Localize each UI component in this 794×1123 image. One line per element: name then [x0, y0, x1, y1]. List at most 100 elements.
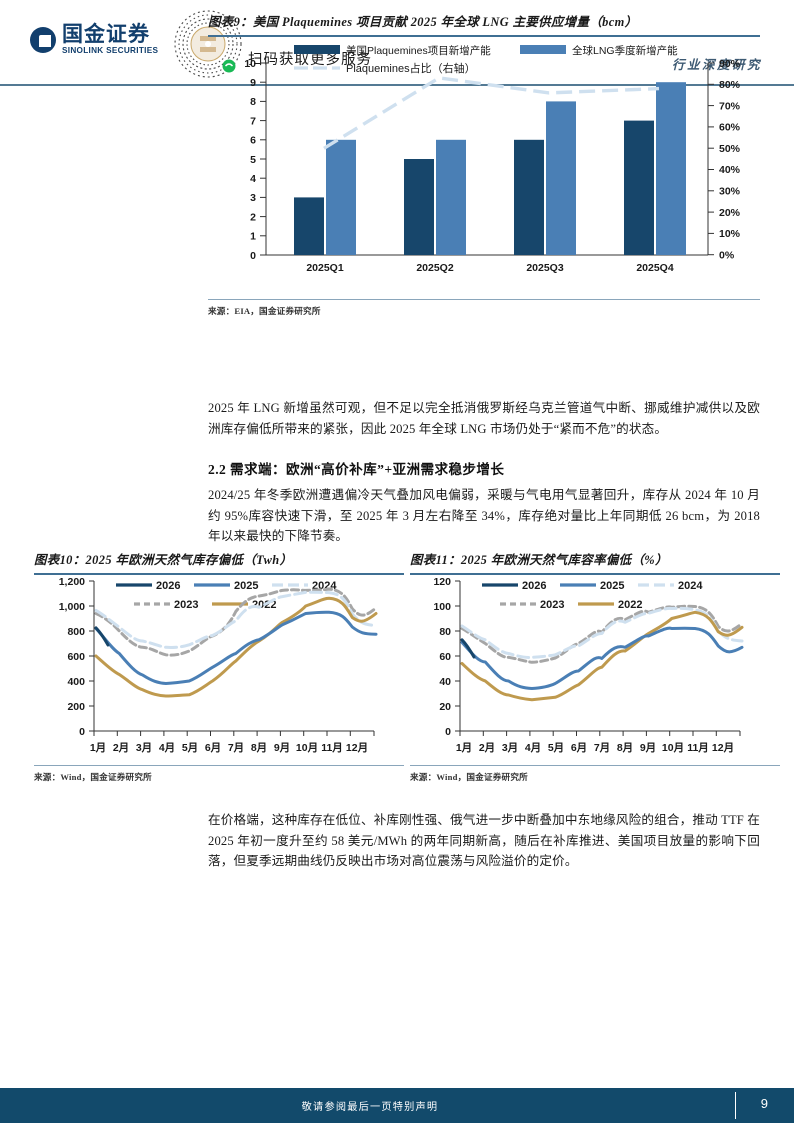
series-2025: [94, 610, 378, 685]
svg-text:12月: 12月: [712, 742, 734, 754]
qr-code-icon: [172, 8, 244, 80]
svg-text:3: 3: [250, 192, 256, 204]
page-number: 9: [760, 1096, 768, 1111]
figure-10-title-rule: [34, 573, 404, 575]
figure-11-block: 图表11：2025 年欧洲天然气库容率偏低（%） 2026 2025 2024 …: [410, 550, 780, 783]
svg-text:5月: 5月: [182, 742, 198, 754]
svg-text:1,000: 1,000: [59, 601, 85, 613]
figure-9-source-rule: [208, 298, 760, 300]
svg-text:2025: 2025: [600, 580, 624, 592]
svg-text:9月: 9月: [640, 742, 656, 754]
figure-10-source: 来源：Wind，国金证券研究所: [34, 771, 152, 782]
svg-text:8: 8: [250, 96, 256, 108]
sinolink-logo-icon: [30, 27, 56, 53]
series-2022: [94, 596, 378, 698]
figure-9-block: 图表9：美国 Plaquemines 项目贡献 2025 年全球 LNG 主要供…: [208, 12, 760, 317]
figure-9-chart: 美国Plaquemines项目新增产能 全球LNG季度新增产能 Plaquemi…: [208, 37, 760, 299]
series-2026: [94, 625, 110, 647]
svg-text:8月: 8月: [251, 742, 267, 754]
svg-text:20: 20: [439, 701, 451, 713]
svg-text:3月: 3月: [502, 742, 518, 754]
svg-text:0: 0: [250, 249, 256, 261]
svg-text:Plaquemines占比（右轴）: Plaquemines占比（右轴）: [346, 61, 476, 75]
svg-text:1月: 1月: [456, 742, 472, 754]
svg-text:2022: 2022: [618, 599, 642, 611]
section-heading-2-2: 2.2 需求端：欧洲“高价补库”+亚洲需求稳步增长: [208, 462, 505, 477]
svg-text:2025: 2025: [234, 580, 258, 592]
series-2023: [94, 587, 378, 657]
header-section-label: 行业深度研究: [671, 58, 762, 72]
company-logo: 国金证券 SINOLINK SECURITIES: [30, 24, 158, 56]
svg-text:4月: 4月: [525, 742, 541, 754]
svg-text:3月: 3月: [136, 742, 152, 754]
svg-text:9月: 9月: [274, 742, 290, 754]
svg-text:10%: 10%: [719, 228, 741, 240]
header-divider: [0, 84, 794, 87]
figure-9-source: 来源：EIA，国金证券研究所: [208, 305, 321, 316]
svg-text:70%: 70%: [719, 100, 741, 112]
svg-text:2026: 2026: [156, 580, 180, 592]
svg-text:30%: 30%: [719, 185, 741, 197]
svg-text:2023: 2023: [174, 599, 198, 611]
page-footer: [0, 1088, 794, 1123]
svg-text:90%: 90%: [719, 58, 741, 70]
footer-disclaimer: 敬请参阅最后一页特别声明: [301, 1102, 439, 1113]
svg-text:2025Q3: 2025Q3: [526, 262, 564, 274]
footer-divider: [735, 1092, 736, 1119]
svg-text:60%: 60%: [719, 121, 741, 133]
svg-text:20%: 20%: [719, 206, 741, 218]
svg-text:7: 7: [250, 115, 256, 127]
figure-9-legend: 美国Plaquemines项目新增产能 全球LNG季度新增产能 Plaquemi…: [294, 44, 678, 75]
svg-text:2025Q4: 2025Q4: [636, 262, 674, 274]
svg-text:40%: 40%: [719, 164, 741, 176]
series-2025: [460, 626, 744, 690]
svg-text:10月: 10月: [662, 742, 684, 754]
svg-text:40: 40: [439, 676, 451, 688]
svg-text:10月: 10月: [296, 742, 318, 754]
svg-text:8月: 8月: [617, 742, 633, 754]
svg-text:200: 200: [67, 701, 85, 713]
svg-text:400: 400: [67, 676, 85, 688]
figure-11-legend: 2026 2025 2024 2023 2022: [482, 580, 703, 611]
svg-text:5: 5: [250, 153, 256, 165]
series-2022: [460, 610, 744, 701]
figure-11-chart: 2026 2025 2024 2023 2022: [410, 575, 780, 765]
figure-11-source-rule: [410, 764, 780, 766]
svg-text:2025Q2: 2025Q2: [416, 262, 454, 274]
svg-text:50%: 50%: [719, 142, 741, 154]
svg-text:6月: 6月: [205, 742, 221, 754]
svg-text:120: 120: [433, 576, 451, 588]
series-2024: [94, 590, 378, 649]
svg-text:1,200: 1,200: [59, 576, 85, 588]
figure-9-title: 图表9：美国 Plaquemines 项目贡献 2025 年全球 LNG 主要供…: [208, 15, 638, 29]
series-2024: [460, 606, 744, 659]
figure-11-title: 图表11：2025 年欧洲天然气库容率偏低（%）: [410, 553, 668, 567]
logo-text-cn: 国金证券: [62, 23, 150, 46]
paragraph-europe-winter: 2024/25 年冬季欧洲遭遇偏冷天气叠加风电偏弱，采暖与气电用气显著回升，库存…: [208, 488, 760, 543]
svg-text:7月: 7月: [594, 742, 610, 754]
figure-10-chart: 2026 2025 2024 2023 2022: [34, 575, 404, 765]
svg-text:2月: 2月: [479, 742, 495, 754]
figure-9-bars: [294, 81, 686, 255]
svg-text:4: 4: [250, 173, 256, 185]
svg-text:80: 80: [439, 626, 451, 638]
svg-text:0: 0: [79, 726, 85, 738]
qr-label: 扫码获取更多服务: [248, 52, 372, 68]
svg-text:2025Q1: 2025Q1: [306, 262, 344, 274]
svg-text:10: 10: [244, 58, 256, 70]
paragraph-lng-supply: 2025 年 LNG 新增虽然可观，但不足以完全抵消俄罗斯经乌克兰管道气中断、挪…: [208, 401, 760, 436]
svg-text:5月: 5月: [548, 742, 564, 754]
svg-text:2: 2: [250, 211, 256, 223]
series-2026: [460, 637, 476, 659]
svg-text:1月: 1月: [90, 742, 106, 754]
svg-text:7月: 7月: [228, 742, 244, 754]
figure-10-block: 图表10：2025 年欧洲天然气库存偏低（Twh） 2026 2025 2024…: [34, 550, 404, 783]
svg-text:6月: 6月: [571, 742, 587, 754]
figure-10-title: 图表10：2025 年欧洲天然气库存偏低（Twh）: [34, 553, 293, 567]
svg-text:80%: 80%: [719, 79, 741, 91]
svg-text:12月: 12月: [346, 742, 368, 754]
paragraph-ttf-price: 在价格端，这种库存在低位、补库刚性强、俄气进一步中断叠加中东地缘风险的组合，推动…: [208, 813, 760, 868]
logo-text-en: SINOLINK SECURITIES: [62, 46, 159, 55]
svg-text:9: 9: [250, 77, 256, 89]
